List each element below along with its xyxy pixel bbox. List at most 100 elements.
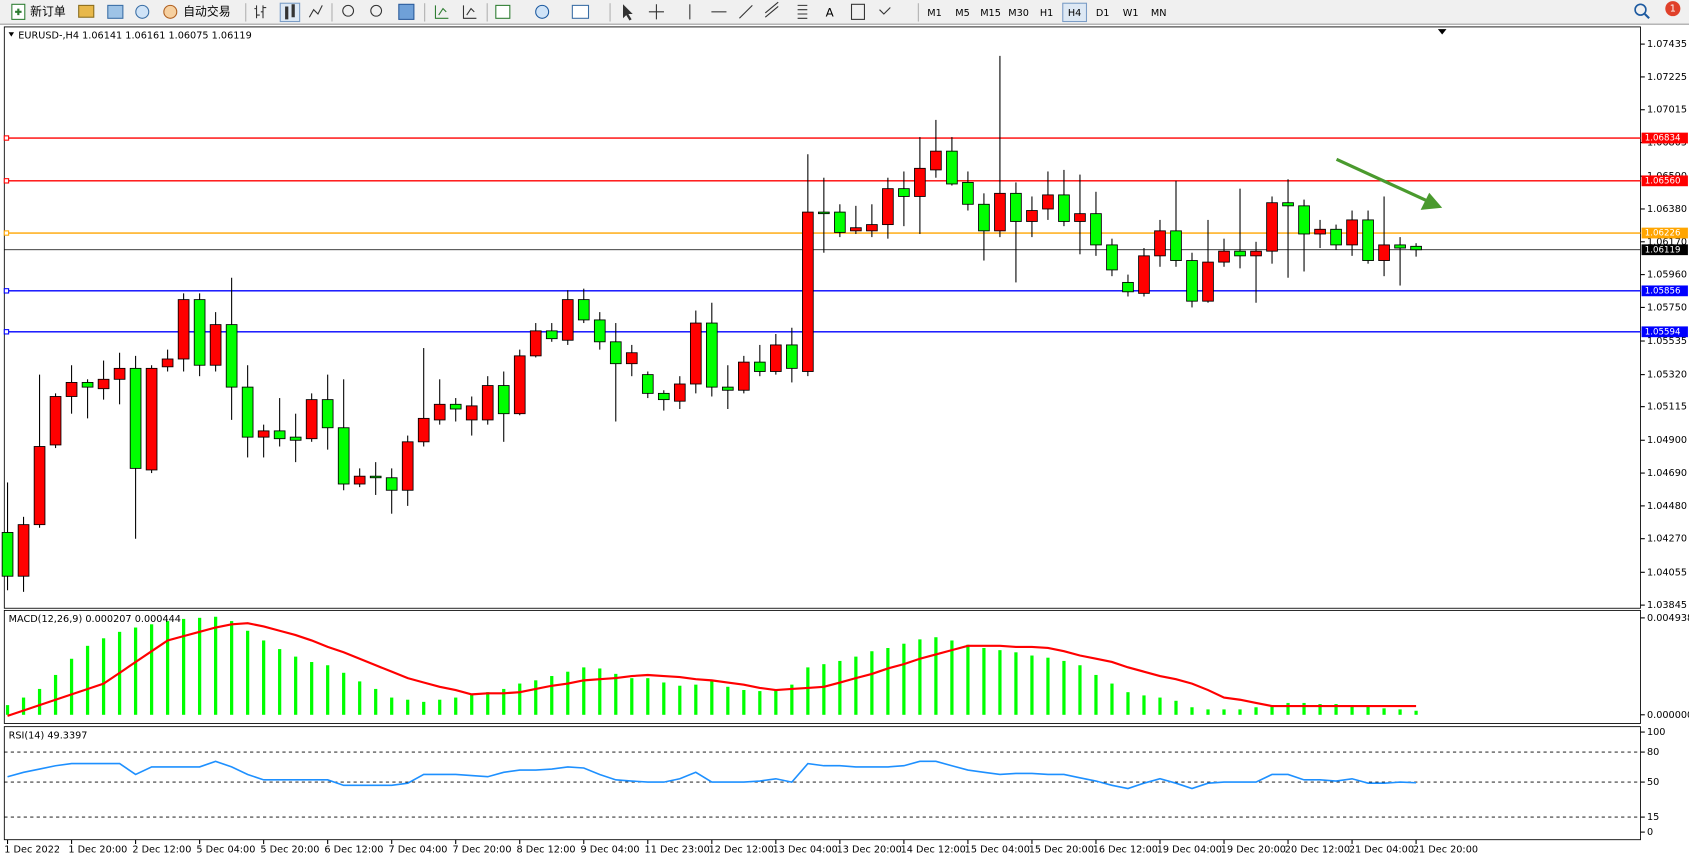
x-tick-label: 9 Dec 04:00 [581, 844, 640, 855]
candle-body [689, 322, 702, 385]
y-tick-label: 1.03845 [1647, 600, 1687, 611]
candle-body [754, 361, 766, 372]
candle-body [930, 150, 942, 171]
candle-body [513, 355, 526, 415]
macd-bar [230, 621, 234, 715]
icon[interactable] [398, 3, 415, 20]
macd-bar [806, 667, 810, 715]
candle-body [1106, 244, 1118, 271]
macd-bar [358, 681, 362, 715]
bid-price-box [1641, 244, 1688, 256]
macd-bar [181, 618, 186, 715]
macd-bar [278, 649, 282, 715]
icon[interactable] [764, 1, 779, 18]
candle-body [593, 319, 606, 343]
marks-layer [1, 55, 1422, 790]
macd-bar [1334, 704, 1338, 715]
icon [285, 4, 295, 20]
candle-body [1314, 228, 1326, 235]
icon[interactable] [434, 5, 449, 19]
y-tick-label: 1.05320 [1647, 370, 1687, 381]
macd-bar [85, 645, 90, 715]
notification-count: 1 [1670, 4, 1676, 15]
x-tick-label: 14 Dec 12:00 [901, 844, 966, 855]
title-marker [8, 32, 15, 37]
icon[interactable] [254, 5, 267, 19]
candle-body [289, 436, 302, 441]
candle-body [609, 341, 622, 365]
y-tick-label: 15 [1647, 812, 1659, 823]
timeframe-button[interactable]: W1 [1123, 8, 1139, 19]
icon[interactable] [879, 7, 891, 15]
timeframe-button[interactable]: H4 [1068, 8, 1081, 19]
macd-bar [662, 682, 666, 715]
macd-bar [918, 639, 922, 715]
macd-bar [438, 699, 442, 715]
icon [163, 4, 178, 19]
macd-bar [1414, 710, 1418, 715]
x-tick-label: 13 Dec 04:00 [773, 844, 838, 855]
candle-body [529, 330, 542, 357]
icon[interactable] [135, 4, 150, 19]
candle-body [1138, 255, 1150, 294]
macd-bar [950, 640, 954, 715]
icon[interactable] [797, 4, 808, 19]
new-order-button[interactable]: 新订单 [11, 3, 66, 20]
macd-bar [790, 684, 794, 715]
timeframe-button[interactable]: M30 [1008, 8, 1029, 19]
macd-bar [982, 647, 986, 715]
y-tick-label: 1.06380 [1647, 204, 1687, 215]
icon[interactable] [342, 4, 355, 17]
timeframe-button[interactable]: M1 [927, 8, 942, 19]
candle-body [401, 441, 414, 491]
candle-body [786, 344, 798, 369]
candle-body [49, 396, 62, 446]
icon[interactable] [308, 5, 323, 18]
macd-bar [1110, 683, 1114, 715]
title-price: 1.06119 [212, 31, 252, 42]
icon[interactable] [623, 4, 633, 21]
macd-bar [342, 672, 346, 715]
icon[interactable] [107, 4, 124, 19]
y-tick-label: 1.04270 [1647, 534, 1687, 545]
candle-body [657, 392, 670, 401]
notification-badge[interactable] [1665, 1, 1681, 17]
timeframe-active-bg [1062, 2, 1088, 23]
icon[interactable] [850, 3, 865, 20]
timeframe-button[interactable]: H1 [1040, 8, 1053, 19]
auto-trading-button[interactable]: 自动交易 [163, 4, 231, 19]
icon-text-tool[interactable]: A [826, 5, 834, 19]
search-icon[interactable] [1634, 3, 1647, 16]
candle-body [1170, 230, 1182, 261]
icon[interactable] [78, 4, 95, 18]
icon[interactable] [495, 4, 511, 19]
level-price-label: 1.06834 [1645, 134, 1681, 144]
icon[interactable] [739, 5, 753, 19]
macd-bar [133, 627, 138, 715]
timeframe-button[interactable]: M5 [955, 8, 970, 19]
icon[interactable] [370, 4, 383, 17]
timeframe-button[interactable]: MN [1151, 8, 1167, 19]
candle-body [113, 367, 126, 380]
candle-body [834, 211, 846, 233]
y-tick-label: 50 [1647, 777, 1659, 788]
macd-bar [1094, 674, 1098, 715]
macd-bar [694, 684, 698, 715]
macd-bar [198, 617, 202, 715]
y-tick-label: 1.05960 [1647, 270, 1687, 281]
icon[interactable] [535, 4, 550, 19]
macd-bar [774, 690, 778, 715]
macd-bar [1318, 704, 1322, 715]
timeframe-button[interactable]: D1 [1096, 8, 1110, 19]
x-tick-label: 21 Dec 04:00 [1349, 844, 1414, 855]
icon-active[interactable] [279, 2, 301, 23]
candle-body [273, 430, 286, 440]
icon[interactable] [462, 5, 477, 19]
icon[interactable] [648, 4, 664, 20]
level-price-box [1641, 175, 1688, 187]
timeframe-button[interactable]: M15 [980, 8, 1001, 19]
macd-bar [1142, 695, 1146, 715]
y-tick-label: 100 [1647, 727, 1666, 738]
macd-bar [502, 688, 506, 715]
icon[interactable] [571, 4, 590, 19]
